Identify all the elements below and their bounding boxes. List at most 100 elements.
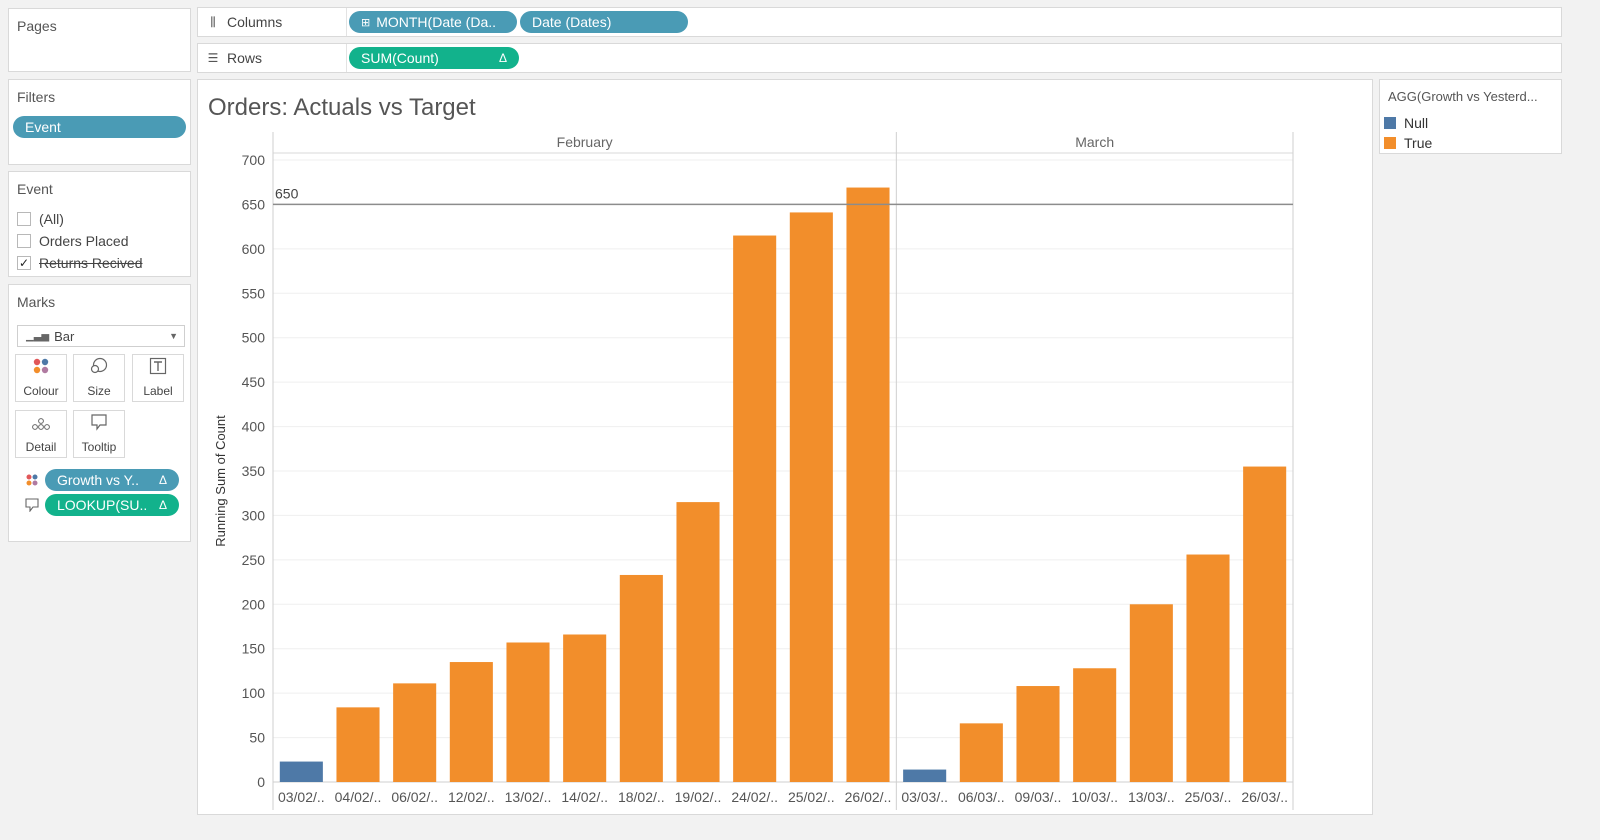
- event-filter-item-label: Orders Placed: [39, 233, 129, 249]
- y-tick-label: 100: [242, 685, 266, 701]
- colour-icon: [32, 357, 50, 378]
- columns-pill-date[interactable]: Date (Dates): [520, 11, 688, 33]
- pages-panel[interactable]: Pages: [8, 8, 191, 72]
- colour-label: Colour: [23, 384, 59, 398]
- chart-view[interactable]: Orders: Actuals vs Target 0 50 100 150 200 25…: [197, 79, 1373, 815]
- legend-item-label: Null: [1404, 115, 1429, 131]
- rows-pill-label: SUM(Count): [361, 50, 439, 66]
- legend-swatch: [1384, 117, 1396, 129]
- marks-pill-lookup-label: LOOKUP(SU..: [57, 497, 148, 513]
- x-tick-label: 26/02/..: [845, 789, 892, 805]
- bar: [733, 235, 777, 782]
- expand-icon: ⊞: [361, 16, 371, 29]
- mark-type-label: Bar: [54, 328, 75, 344]
- detail-icon: [31, 417, 51, 434]
- y-tick-label: 200: [242, 596, 266, 612]
- bar: [1186, 554, 1230, 782]
- bar: [279, 761, 323, 782]
- event-filter-item-orders-placed[interactable]: Orders Placed: [17, 233, 128, 249]
- y-tick-label: 350: [242, 463, 266, 479]
- x-tick-label: 13/03/..: [1128, 789, 1175, 805]
- bar: [676, 502, 720, 782]
- reference-line-label: 650: [275, 185, 299, 201]
- checkbox[interactable]: [17, 212, 31, 226]
- bar: [619, 574, 663, 782]
- legend-item-true[interactable]: True: [1384, 135, 1432, 151]
- columns-label-text: Columns: [227, 14, 283, 30]
- x-tick-label: 25/02/..: [788, 789, 835, 805]
- columns-pill-date-label: Date (Dates): [532, 14, 612, 30]
- bar: [1129, 604, 1173, 782]
- bar: [1073, 668, 1117, 782]
- pane-header-march: March: [1075, 134, 1114, 150]
- filter-pill-event-label: Event: [25, 119, 61, 135]
- checkbox-checked[interactable]: ✓: [17, 256, 31, 270]
- size-icon: [89, 357, 109, 378]
- legend-swatch: [1384, 137, 1396, 149]
- columns-shelf[interactable]: ⫼ Columns ⊞ MONTH(Date (Da.. Date (Dates…: [197, 7, 1562, 37]
- chevron-down-icon: ▼: [169, 331, 178, 341]
- colour-encoding-icon: [25, 473, 39, 492]
- label-label: Label: [143, 384, 173, 398]
- y-tick-label: 600: [242, 241, 266, 257]
- text-label-icon: [149, 357, 167, 378]
- chart-title: Orders: Actuals vs Target: [208, 94, 476, 121]
- x-tick-label: 19/02/..: [675, 789, 722, 805]
- colour-button[interactable]: Colour: [15, 354, 67, 402]
- pages-title: Pages: [17, 18, 57, 34]
- y-tick-label: 550: [242, 285, 266, 301]
- event-filter-item-returns-recived[interactable]: ✓ Returns Recived: [17, 255, 143, 271]
- size-button[interactable]: Size: [73, 354, 125, 402]
- y-tick-label: 150: [242, 641, 266, 657]
- delta-icon: Δ: [158, 498, 167, 512]
- filters-panel[interactable]: Filters Event: [8, 79, 191, 165]
- tooltip-encoding-icon: [25, 498, 39, 517]
- columns-pill-month[interactable]: ⊞ MONTH(Date (Da..: [349, 11, 517, 33]
- y-tick-label: 0: [257, 774, 265, 790]
- delta-icon: Δ: [158, 473, 167, 487]
- marks-title: Marks: [17, 294, 56, 310]
- y-tick-label: 650: [242, 196, 266, 212]
- bar: [1243, 466, 1287, 782]
- color-legend[interactable]: AGG(Growth vs Yesterd... Null True: [1379, 79, 1562, 154]
- rows-icon: ☰: [207, 51, 219, 65]
- label-button[interactable]: Label: [132, 354, 184, 402]
- event-filter-card: Event (All) Orders Placed ✓ Returns Reci…: [8, 171, 191, 277]
- legend-title: AGG(Growth vs Yesterd...: [1388, 89, 1538, 104]
- marks-pill-lookup[interactable]: LOOKUP(SU.. Δ: [45, 494, 179, 516]
- x-tick-label: 25/03/..: [1185, 789, 1232, 805]
- y-tick-label: 450: [242, 374, 266, 390]
- event-filter-item-label: Returns Recived: [39, 255, 143, 271]
- tooltip-button[interactable]: Tooltip: [73, 410, 125, 458]
- bar: [336, 707, 380, 782]
- x-tick-label: 18/02/..: [618, 789, 665, 805]
- bar-chart: 0 50 100 150 200 250 300 350 400 450 500 550 600 650 7…: [213, 132, 1294, 810]
- checkbox[interactable]: [17, 234, 31, 248]
- filter-pill-event[interactable]: Event: [13, 116, 186, 138]
- columns-label: ⫼ Columns: [206, 8, 347, 36]
- bar: [393, 683, 437, 782]
- x-tick-label: 26/03/..: [1241, 789, 1288, 805]
- rows-pill-sum-count[interactable]: SUM(Count) Δ: [349, 47, 519, 69]
- bar: [846, 187, 890, 782]
- columns-icon: ⫼: [210, 14, 216, 29]
- y-tick-label: 400: [242, 419, 266, 435]
- bar: [903, 769, 947, 782]
- filters-title: Filters: [17, 89, 56, 105]
- event-filter-item-all[interactable]: (All): [17, 211, 64, 227]
- legend-item-null[interactable]: Null: [1384, 115, 1428, 131]
- delta-icon: Δ: [498, 51, 507, 65]
- y-tick-label: 700: [242, 152, 266, 168]
- y-tick-label: 50: [249, 730, 265, 746]
- bar: [1016, 686, 1060, 782]
- y-tick-label: 250: [242, 552, 266, 568]
- rows-shelf[interactable]: ☰ Rows SUM(Count) Δ: [197, 43, 1562, 73]
- pane-header-february: February: [557, 134, 613, 150]
- x-tick-label: 13/02/..: [505, 789, 552, 805]
- rows-label: ☰ Rows: [206, 44, 347, 72]
- tooltip-icon: [90, 413, 108, 434]
- mark-type-dropdown[interactable]: ▁▃▅ Bar ▼: [17, 325, 185, 347]
- x-tick-label: 14/02/..: [561, 789, 608, 805]
- detail-button[interactable]: Detail: [15, 410, 67, 458]
- marks-pill-growth[interactable]: Growth vs Y.. Δ: [45, 469, 179, 491]
